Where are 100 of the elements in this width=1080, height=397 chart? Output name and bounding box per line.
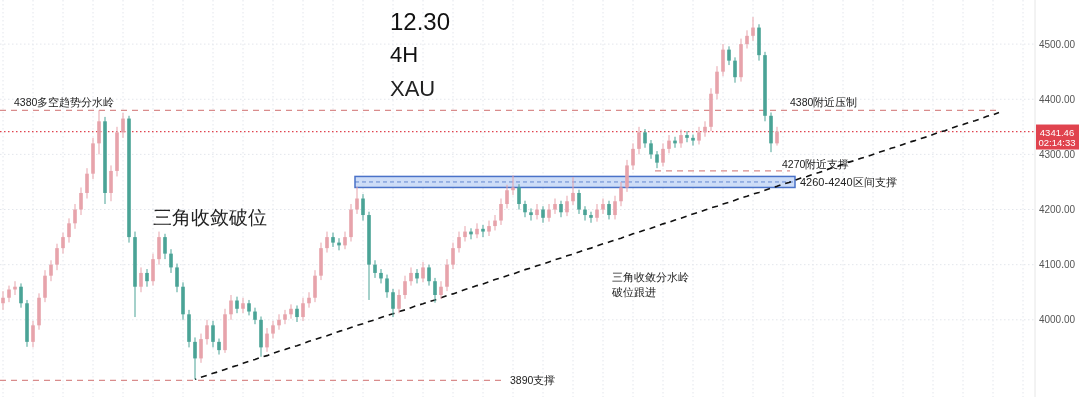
candlestick: [229, 294, 233, 321]
ytick: 4500.00: [1038, 38, 1076, 50]
candlestick: [151, 253, 155, 287]
candlestick: [535, 203, 539, 220]
candlestick: [217, 338, 221, 356]
ref-label: 3890支撑: [510, 374, 556, 387]
candlestick: [775, 126, 779, 147]
candlestick: [145, 268, 149, 288]
candlestick: [193, 336, 197, 380]
candlestick: [715, 65, 719, 100]
candlestick: [751, 16, 755, 42]
candlestick: [517, 183, 521, 211]
candlestick: [655, 150, 659, 169]
candlestick: [679, 129, 683, 149]
candlestick: [301, 297, 305, 322]
ytick: 4400.00: [1038, 93, 1076, 105]
price-label: 4341.46: [1039, 126, 1075, 138]
candlestick: [295, 304, 299, 323]
annotation: 三角收敛破位: [153, 207, 267, 228]
candlestick: [325, 231, 329, 254]
candlestick: [1, 290, 5, 311]
candlestick: [109, 164, 113, 202]
candlestick: [139, 266, 143, 293]
candlestick: [547, 203, 551, 223]
candlestick: [595, 203, 599, 223]
candlestick: [31, 320, 35, 348]
candlestick: [157, 231, 161, 266]
candlestick: [199, 333, 203, 364]
candlestick: [667, 134, 671, 154]
candlestick: [493, 214, 497, 231]
candlestick: [211, 320, 215, 348]
candlestick: [649, 139, 653, 160]
candlestick: [49, 259, 53, 282]
candlestick: [331, 232, 335, 248]
candlestick: [685, 130, 689, 143]
candlestick: [619, 181, 623, 207]
candlestick: [277, 313, 281, 331]
candlestick: [643, 128, 647, 149]
candlestick: [67, 217, 71, 244]
candlestick: [355, 186, 359, 215]
ytick: 4000.00: [1038, 314, 1076, 326]
band-label: 4260-4240区间支撑: [800, 175, 897, 188]
candlestick: [475, 222, 479, 239]
candlestick: [205, 319, 209, 346]
candlestick: [235, 296, 239, 314]
candlestick: [601, 198, 605, 215]
annotation: 破位跟进: [612, 286, 656, 298]
ref-label: 4270附近支撑: [782, 157, 850, 170]
candlestick: [613, 195, 617, 220]
candlestick: [661, 142, 665, 168]
candlestick: [43, 269, 47, 303]
candlestick: [439, 280, 443, 300]
annotation: 4380附近压制: [790, 96, 858, 109]
subtitle: 4H: [390, 42, 419, 67]
candlestick: [481, 224, 485, 238]
candlestick: [253, 307, 257, 325]
candlestick: [397, 288, 401, 314]
candlestick: [631, 142, 635, 171]
title: 12.30: [390, 8, 451, 35]
candlestick: [565, 195, 569, 217]
ytick: 4200.00: [1038, 204, 1076, 216]
candlestick: [637, 126, 641, 155]
candlestick: [487, 220, 491, 237]
candlestick: [289, 303, 293, 320]
candlestick: [73, 203, 77, 230]
candlestick: [169, 248, 173, 274]
candlestick: [121, 112, 125, 139]
candlestick: [703, 120, 707, 138]
candlestick: [457, 231, 461, 254]
candlestick: [721, 43, 725, 77]
candlestick: [361, 193, 365, 222]
candlestick: [391, 288, 395, 318]
candlestick: [427, 264, 431, 287]
candlestick: [529, 207, 533, 222]
candlestick: [421, 261, 425, 283]
candlestick: [607, 200, 611, 220]
candlestick: [163, 233, 167, 260]
candlestick: [271, 320, 275, 340]
candlestick: [499, 198, 503, 226]
candlestick: [241, 297, 245, 314]
annotation: 02:14:33: [1038, 137, 1076, 149]
candlestick: [307, 291, 311, 309]
candlestick: [409, 266, 413, 287]
candlestick: [511, 174, 515, 196]
candlestick: [415, 268, 419, 284]
candlestick: [79, 186, 83, 216]
candlestick: [523, 200, 527, 218]
candlestick: [541, 205, 545, 224]
candlestick: [625, 159, 629, 193]
candlestick: [589, 211, 593, 224]
candlestick: [463, 225, 467, 243]
candlestick: [505, 184, 509, 209]
candlestick: [583, 205, 587, 222]
candlestick: [403, 275, 407, 300]
candlestick: [265, 327, 269, 353]
candlestick: [343, 231, 347, 250]
candlestick: [61, 232, 65, 255]
ref-label: 4380多空趋势分水岭: [14, 96, 115, 109]
annotation: XAU: [390, 76, 436, 101]
candlestick: [313, 269, 317, 303]
